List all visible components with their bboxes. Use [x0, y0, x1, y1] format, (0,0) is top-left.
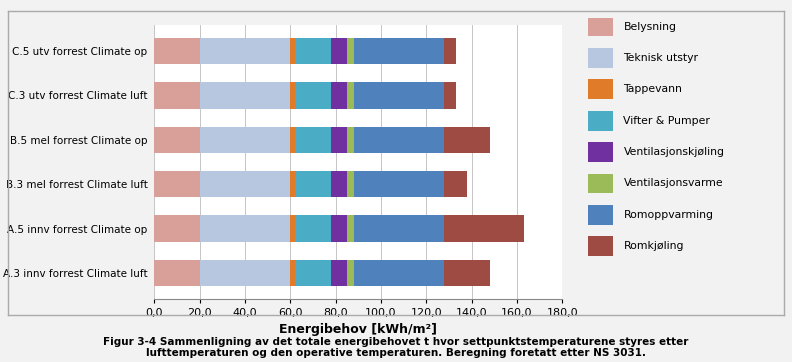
FancyBboxPatch shape: [588, 142, 613, 162]
Bar: [331, 260, 347, 286]
Bar: [291, 38, 295, 64]
Bar: [291, 126, 295, 153]
Bar: [444, 215, 524, 242]
Bar: [347, 260, 354, 286]
Text: Ventilasjonsvarme: Ventilasjonsvarme: [623, 178, 723, 189]
Bar: [291, 260, 295, 286]
Bar: [347, 38, 354, 64]
Bar: [331, 126, 347, 153]
Text: Ventilasjonskjøling: Ventilasjonskjøling: [623, 147, 725, 157]
Bar: [200, 38, 291, 64]
Bar: [154, 38, 200, 64]
Bar: [444, 126, 489, 153]
Bar: [354, 82, 444, 109]
Bar: [444, 82, 456, 109]
Bar: [354, 260, 444, 286]
FancyBboxPatch shape: [588, 173, 613, 193]
Bar: [347, 171, 354, 198]
Bar: [154, 260, 200, 286]
Text: Tappevann: Tappevann: [623, 84, 683, 94]
Bar: [347, 82, 354, 109]
Bar: [295, 260, 331, 286]
FancyBboxPatch shape: [588, 17, 613, 37]
Bar: [200, 260, 291, 286]
Text: Teknisk utstyr: Teknisk utstyr: [623, 53, 699, 63]
Text: Romkjøling: Romkjøling: [623, 241, 684, 251]
FancyBboxPatch shape: [588, 48, 613, 68]
Bar: [295, 215, 331, 242]
Bar: [331, 171, 347, 198]
X-axis label: Energibehov [kWh/m²]: Energibehov [kWh/m²]: [280, 323, 437, 336]
Bar: [354, 126, 444, 153]
Bar: [295, 82, 331, 109]
Bar: [200, 82, 291, 109]
Text: Figur 3-4 Sammenligning av det totale energibehovet t hvor settpunktstemperature: Figur 3-4 Sammenligning av det totale en…: [103, 337, 689, 358]
Text: Vifter & Pumper: Vifter & Pumper: [623, 116, 710, 126]
Bar: [154, 215, 200, 242]
Bar: [291, 171, 295, 198]
Bar: [354, 171, 444, 198]
Text: Belysning: Belysning: [623, 22, 676, 31]
Bar: [331, 38, 347, 64]
Bar: [444, 171, 467, 198]
FancyBboxPatch shape: [588, 205, 613, 225]
Bar: [295, 126, 331, 153]
Bar: [354, 38, 444, 64]
Bar: [291, 215, 295, 242]
Bar: [295, 171, 331, 198]
Bar: [154, 126, 200, 153]
Bar: [444, 38, 456, 64]
FancyBboxPatch shape: [588, 236, 613, 256]
Bar: [331, 82, 347, 109]
FancyBboxPatch shape: [588, 111, 613, 131]
Bar: [347, 126, 354, 153]
Bar: [200, 126, 291, 153]
Bar: [331, 215, 347, 242]
Text: Romoppvarming: Romoppvarming: [623, 210, 714, 220]
Bar: [154, 82, 200, 109]
Bar: [347, 215, 354, 242]
Bar: [444, 260, 489, 286]
Bar: [291, 82, 295, 109]
Bar: [354, 215, 444, 242]
Bar: [154, 171, 200, 198]
Bar: [200, 171, 291, 198]
FancyBboxPatch shape: [588, 79, 613, 99]
Bar: [295, 38, 331, 64]
Bar: [200, 215, 291, 242]
